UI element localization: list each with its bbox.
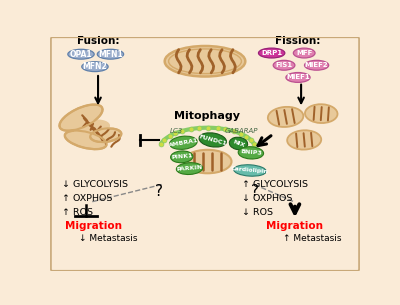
Text: ↓ ROS: ↓ ROS (242, 208, 273, 217)
Ellipse shape (68, 49, 94, 59)
Text: ↑ OXPHOS: ↑ OXPHOS (62, 194, 113, 203)
Ellipse shape (238, 147, 264, 159)
Text: Fission:: Fission: (275, 36, 321, 46)
Ellipse shape (97, 49, 124, 59)
Ellipse shape (286, 73, 310, 82)
Ellipse shape (229, 137, 248, 150)
Text: Mitophagy: Mitophagy (174, 111, 240, 121)
Text: ↓ Metastasis: ↓ Metastasis (80, 234, 138, 243)
Text: ↓ GLYCOLYSIS: ↓ GLYCOLYSIS (62, 180, 128, 189)
Text: MFN2: MFN2 (82, 62, 107, 71)
Ellipse shape (60, 105, 102, 131)
Ellipse shape (90, 129, 121, 142)
Ellipse shape (74, 120, 110, 137)
Text: ?: ? (250, 184, 259, 199)
Text: MFN1: MFN1 (98, 50, 123, 59)
Text: PARKIN: PARKIN (176, 165, 203, 172)
Ellipse shape (170, 136, 197, 149)
Text: MFF: MFF (296, 50, 312, 56)
Text: AMBRA1: AMBRA1 (168, 138, 199, 148)
Ellipse shape (304, 60, 329, 70)
Text: Migration: Migration (65, 221, 122, 231)
Text: GABARAP: GABARAP (225, 128, 258, 134)
Text: Fusion:: Fusion: (77, 36, 119, 46)
Ellipse shape (165, 46, 245, 77)
Text: DRP1: DRP1 (261, 50, 282, 56)
Text: Cardiolipin: Cardiolipin (231, 166, 269, 174)
Text: ↑ GLYCOLYSIS: ↑ GLYCOLYSIS (242, 180, 308, 189)
Text: FUNDC1: FUNDC1 (198, 134, 227, 146)
Text: PINK1: PINK1 (171, 153, 193, 160)
Text: ?: ? (154, 184, 162, 199)
Ellipse shape (65, 131, 106, 149)
Text: OPA1: OPA1 (70, 50, 92, 59)
Text: FIS1: FIS1 (276, 62, 293, 68)
Text: NIX: NIX (232, 139, 245, 148)
Text: ↑ Metastasis: ↑ Metastasis (283, 234, 342, 243)
Text: ↑ ROS: ↑ ROS (62, 208, 94, 217)
Text: BNIP3: BNIP3 (240, 149, 262, 156)
Ellipse shape (234, 165, 266, 176)
Ellipse shape (171, 151, 193, 163)
Ellipse shape (293, 48, 315, 58)
Ellipse shape (184, 150, 232, 173)
Ellipse shape (305, 104, 338, 123)
Ellipse shape (258, 48, 285, 58)
Ellipse shape (273, 60, 295, 70)
Ellipse shape (176, 163, 203, 174)
Text: MIEF2: MIEF2 (305, 62, 328, 68)
Text: MIEF1: MIEF1 (286, 74, 310, 81)
Ellipse shape (82, 62, 108, 72)
Text: Migration: Migration (266, 221, 323, 231)
Ellipse shape (268, 107, 303, 127)
Ellipse shape (199, 133, 226, 147)
Text: ↓ OXPHOS: ↓ OXPHOS (242, 194, 292, 203)
Ellipse shape (287, 130, 321, 149)
Text: LC3: LC3 (170, 128, 183, 134)
